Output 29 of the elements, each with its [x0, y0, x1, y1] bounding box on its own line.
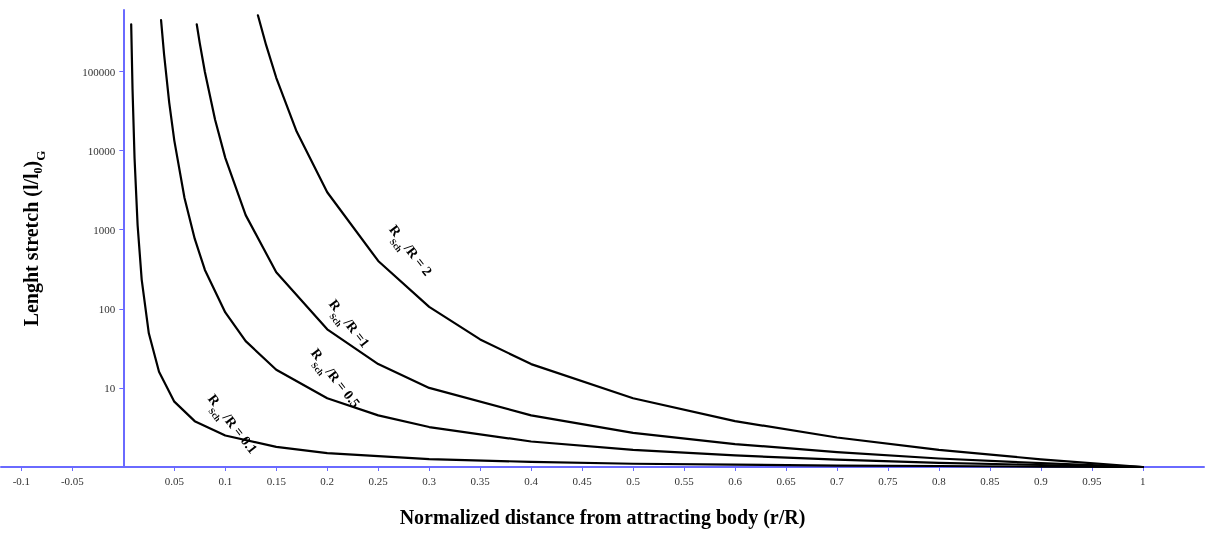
x-tick-label: 0.4 — [524, 474, 539, 487]
x-tick-label: 0.65 — [776, 474, 797, 487]
x-tick-label: 0.1 — [218, 474, 233, 487]
x-tick-label: 1 — [1140, 474, 1146, 487]
x-tick-label: 0.9 — [1034, 474, 1049, 487]
y-tick-label: 100000 — [82, 65, 116, 78]
x-tick-label: 0.95 — [1082, 474, 1102, 487]
x-axis-title: Normalized distance from attracting body (r/R) — [399, 506, 806, 529]
y-tick-label: 1000 — [93, 223, 116, 236]
x-tick-label: 0.35 — [470, 474, 491, 487]
x-tick-label: 0.3 — [422, 474, 437, 487]
x-tick-label: 0.05 — [164, 474, 185, 487]
x-tick-label: -0.1 — [12, 474, 31, 487]
x-tick-label: 0.7 — [830, 474, 845, 487]
x-tick-label: 0.2 — [320, 474, 335, 487]
y-tick-label: 100 — [98, 302, 116, 315]
x-tick-label: 0.25 — [368, 474, 389, 487]
x-tick-label: 0.75 — [878, 474, 899, 487]
x-tick-label: 0.85 — [980, 474, 1001, 487]
y-tick-label: 10000 — [87, 144, 116, 157]
x-tick-label: 0.15 — [266, 474, 287, 487]
y-tick-label: 10 — [104, 381, 116, 394]
x-tick-label: 0.8 — [932, 474, 947, 487]
x-tick-label: 0.55 — [674, 474, 695, 487]
x-tick-label: 0.5 — [626, 474, 641, 487]
x-tick-label: -0.05 — [60, 474, 85, 487]
y-axis-title: Lenght stretch (l/l₀)G — [20, 150, 49, 327]
x-tick-label: 0.6 — [728, 474, 743, 487]
x-tick-label: 0.45 — [572, 474, 593, 487]
